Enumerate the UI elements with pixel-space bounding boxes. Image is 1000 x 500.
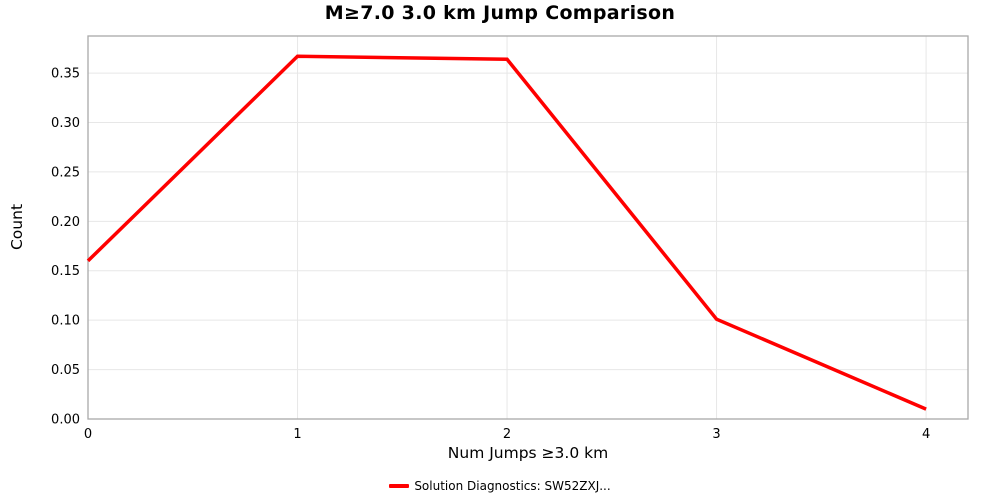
plot-border [87, 35, 969, 420]
y-axis-label: Count [8, 203, 26, 251]
y-tick-label: 0.25 [51, 165, 80, 180]
x-tick-label: 1 [293, 427, 301, 442]
y-tick-label: 0.00 [51, 413, 80, 428]
series-line [86, 54, 927, 411]
x-axis-label: Num Jumps ≥3.0 km [447, 444, 609, 462]
y-tick-label: 0.15 [51, 264, 80, 279]
legend: Solution Diagnostics: SW52ZXJ... [0, 479, 1000, 493]
x-tick-label: 3 [712, 427, 720, 442]
y-tick-label: 0.10 [51, 314, 80, 329]
x-tick-label: 0 [84, 427, 92, 442]
y-tick-label: 0.20 [51, 215, 80, 230]
y-tick-label: 0.35 [51, 67, 80, 82]
legend-label: Solution Diagnostics: SW52ZXJ... [414, 479, 611, 493]
y-tick-label: 0.05 [51, 363, 80, 378]
chart-title: M≥7.0 3.0 km Jump Comparison [324, 2, 676, 24]
legend-line-swatch [389, 484, 410, 488]
y-tick-label: 0.30 [51, 116, 80, 131]
plot-area: 0 1 2 3 4 0.00 0.05 0.10 0.15 0.20 0.25 0.30 0.35 [51, 35, 969, 442]
x-tick-label: 4 [922, 427, 930, 442]
x-tick-label: 2 [503, 427, 511, 442]
